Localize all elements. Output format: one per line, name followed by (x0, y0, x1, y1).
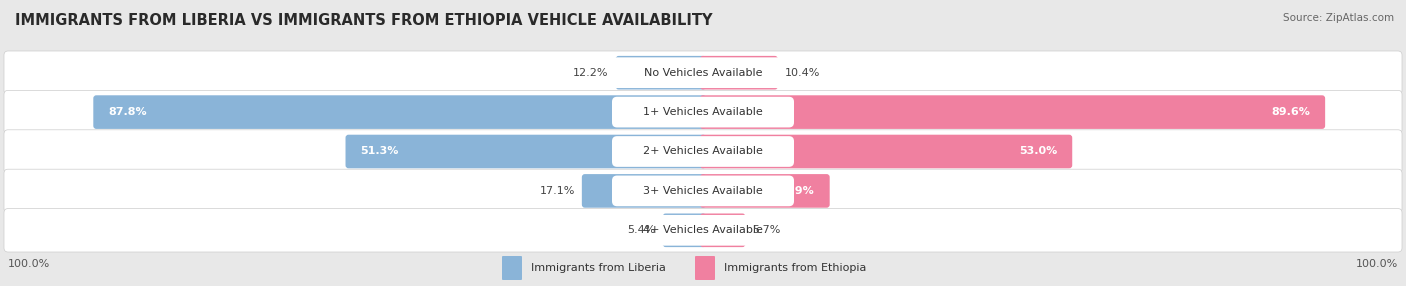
FancyBboxPatch shape (612, 176, 794, 206)
FancyBboxPatch shape (700, 174, 830, 208)
FancyBboxPatch shape (4, 208, 1402, 252)
FancyBboxPatch shape (4, 51, 1402, 94)
FancyBboxPatch shape (700, 95, 1324, 129)
Text: 51.3%: 51.3% (360, 146, 399, 156)
FancyBboxPatch shape (695, 256, 716, 280)
Text: 89.6%: 89.6% (1271, 107, 1310, 117)
Text: 12.2%: 12.2% (574, 68, 609, 78)
FancyBboxPatch shape (662, 213, 706, 247)
Text: No Vehicles Available: No Vehicles Available (644, 68, 762, 78)
Text: Source: ZipAtlas.com: Source: ZipAtlas.com (1282, 13, 1393, 23)
Text: IMMIGRANTS FROM LIBERIA VS IMMIGRANTS FROM ETHIOPIA VEHICLE AVAILABILITY: IMMIGRANTS FROM LIBERIA VS IMMIGRANTS FR… (15, 13, 713, 28)
Text: 87.8%: 87.8% (108, 107, 146, 117)
FancyBboxPatch shape (612, 136, 794, 167)
Text: 4+ Vehicles Available: 4+ Vehicles Available (643, 225, 763, 235)
FancyBboxPatch shape (700, 135, 1073, 168)
FancyBboxPatch shape (612, 57, 794, 88)
Text: 5.4%: 5.4% (627, 225, 655, 235)
FancyBboxPatch shape (612, 215, 794, 246)
Text: 1+ Vehicles Available: 1+ Vehicles Available (643, 107, 763, 117)
Text: 3+ Vehicles Available: 3+ Vehicles Available (643, 186, 763, 196)
FancyBboxPatch shape (700, 56, 778, 90)
Text: 100.0%: 100.0% (1355, 259, 1398, 269)
FancyBboxPatch shape (4, 130, 1402, 173)
Text: Immigrants from Ethiopia: Immigrants from Ethiopia (724, 263, 866, 273)
Text: 53.0%: 53.0% (1019, 146, 1057, 156)
FancyBboxPatch shape (346, 135, 706, 168)
Text: Immigrants from Liberia: Immigrants from Liberia (531, 263, 666, 273)
FancyBboxPatch shape (93, 95, 706, 129)
Text: 17.1%: 17.1% (540, 186, 575, 196)
Text: 2+ Vehicles Available: 2+ Vehicles Available (643, 146, 763, 156)
FancyBboxPatch shape (4, 169, 1402, 212)
FancyBboxPatch shape (502, 256, 522, 280)
Text: 5.7%: 5.7% (752, 225, 780, 235)
FancyBboxPatch shape (612, 97, 794, 128)
Text: 10.4%: 10.4% (785, 68, 820, 78)
FancyBboxPatch shape (616, 56, 706, 90)
FancyBboxPatch shape (582, 174, 706, 208)
FancyBboxPatch shape (4, 90, 1402, 134)
Text: 17.9%: 17.9% (776, 186, 814, 196)
Text: 100.0%: 100.0% (8, 259, 51, 269)
FancyBboxPatch shape (700, 213, 745, 247)
